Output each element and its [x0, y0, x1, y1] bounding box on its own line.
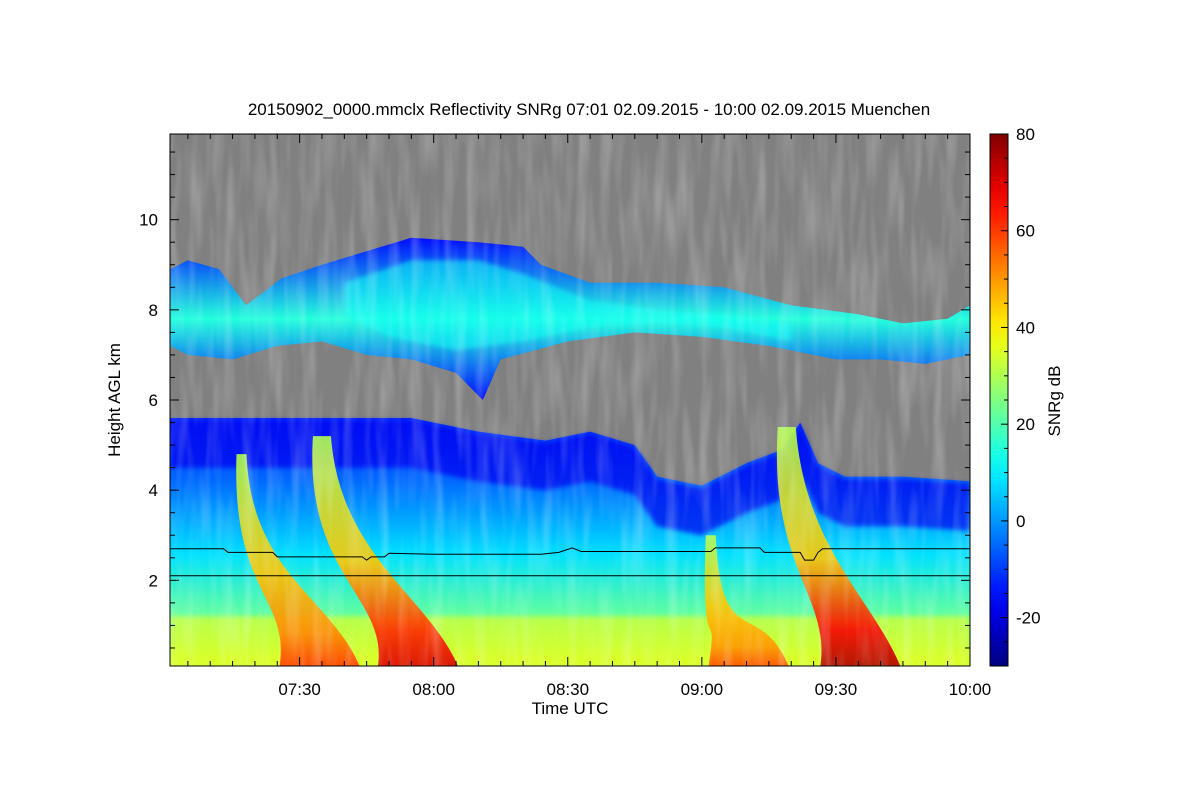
colorbar-label: SNRg dB	[1045, 366, 1064, 437]
colorbar-tick-label: 0	[1016, 512, 1025, 531]
colorbar: -20 0 20 40 60 80	[989, 125, 1041, 667]
x-axis: 07:30 08:00 08:30 09:00 09:30 10:00	[187, 134, 992, 699]
y-tick-label: 6	[149, 391, 158, 410]
colorbar-tick-label: 20	[1016, 415, 1035, 434]
y-axis-label: Height AGL km	[105, 343, 124, 457]
chart-title: 20150902_0000.mmclx Reflectivity SNRg 07…	[248, 100, 930, 119]
colorbar-tick-label: 40	[1016, 318, 1035, 337]
y-tick-label: 2	[149, 571, 158, 590]
texture-overlay	[170, 134, 970, 666]
x-tick-label: 08:00	[412, 680, 455, 699]
colorbar-tick-label: 60	[1016, 222, 1035, 241]
y-axis: 2 4 6 8 10	[139, 151, 970, 649]
y-tick-label: 10	[139, 211, 158, 230]
x-tick-label: 09:00	[681, 680, 724, 699]
colorbar-tick-label: -20	[1016, 609, 1041, 628]
x-axis-label: Time UTC	[532, 699, 609, 718]
x-tick-label: 07:30	[278, 680, 321, 699]
x-tick-label: 09:30	[815, 680, 858, 699]
colorbar-tick-label: 80	[1016, 125, 1035, 144]
x-tick-label: 08:30	[546, 680, 589, 699]
x-tick-label: 10:00	[949, 680, 992, 699]
plot-area	[170, 134, 970, 666]
y-tick-label: 8	[149, 301, 158, 320]
y-tick-label: 4	[149, 481, 158, 500]
variable-height-line	[170, 547, 970, 561]
